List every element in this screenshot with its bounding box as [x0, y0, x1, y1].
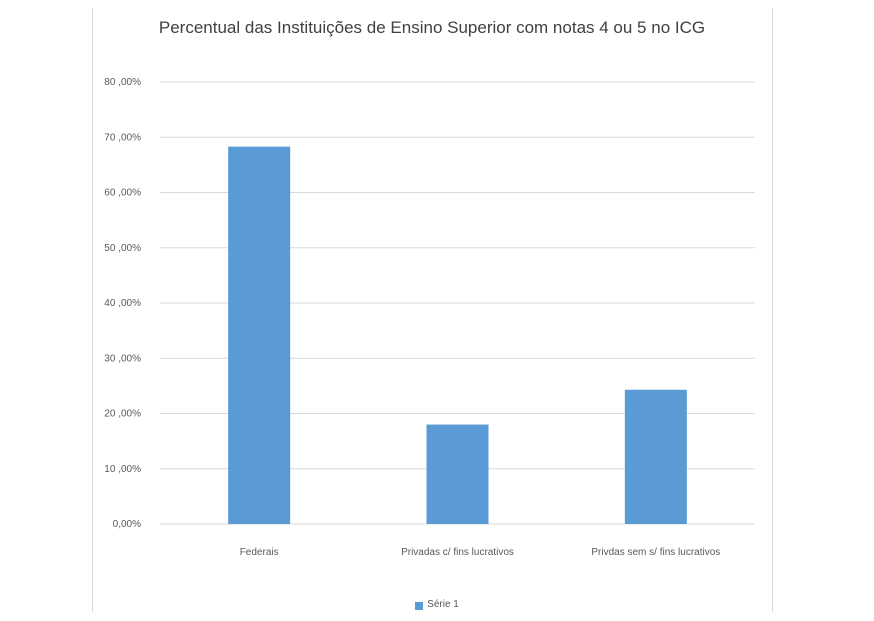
- legend-swatch: [415, 601, 424, 610]
- bar: [624, 389, 687, 524]
- y-tick-label: 30 ,00%: [104, 353, 141, 364]
- bars: [228, 146, 687, 524]
- x-axis-category-labels: Federais Privadas c/ fins lucrativos Privd…: [240, 547, 721, 558]
- y-tick-label: 20 ,00%: [104, 409, 141, 420]
- y-tick-label: 70 ,00%: [104, 132, 141, 143]
- chart-title: Percentual das Instituições de Ensino Su…: [158, 18, 706, 37]
- chart-frame-right-border: [772, 8, 773, 612]
- y-tick-label: 80 ,00%: [104, 77, 141, 88]
- legend: Série 1: [0, 599, 874, 610]
- y-tick-label: 40 ,00%: [104, 298, 141, 309]
- y-tick-label: 0,00%: [113, 519, 141, 530]
- y-axis-tick-labels: 0,00% 10 ,00% 20 ,00% 30 ,00% 40 ,00% 50 ,00%…: [104, 77, 141, 530]
- chart-frame-left-border: [92, 8, 93, 612]
- y-tick-label: 10 ,00%: [104, 464, 141, 475]
- legend-label: Série 1: [427, 599, 459, 610]
- x-category-label: Federais: [240, 547, 279, 558]
- bar: [426, 424, 489, 524]
- x-category-label: Privadas c/ fins lucrativos: [401, 547, 514, 558]
- y-tick-label: 60 ,00%: [104, 188, 141, 199]
- y-tick-label: 50 ,00%: [104, 243, 141, 254]
- bar: [228, 146, 291, 524]
- x-category-label: Privdas sem s/ fins lucrativos: [591, 547, 720, 558]
